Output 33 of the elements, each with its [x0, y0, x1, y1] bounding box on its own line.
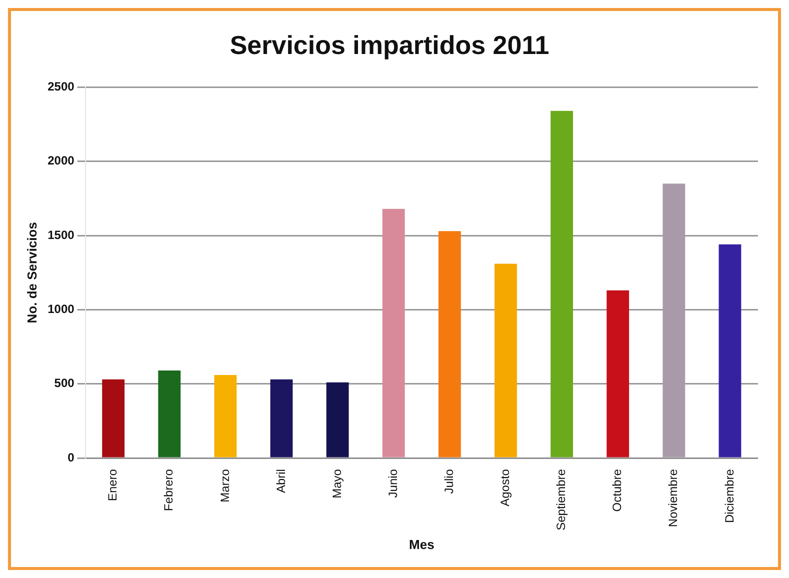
bar — [158, 370, 181, 458]
x-tick-label: Octubre — [610, 468, 624, 512]
bar — [662, 184, 686, 458]
x-tick-label: Noviembre — [666, 468, 680, 528]
y-axis-title: No. de Servicios — [24, 222, 40, 324]
x-tick-label: Junio — [386, 468, 400, 498]
bar — [438, 231, 461, 458]
y-tick-label: 500 — [54, 376, 75, 390]
bar — [494, 264, 517, 458]
bar — [214, 374, 237, 458]
y-tick-label: 2000 — [48, 154, 75, 168]
bar — [606, 290, 630, 458]
chart-title: Servicios impartidos 2011 — [230, 30, 550, 60]
x-axis-title: Mes — [409, 536, 434, 552]
bar — [550, 110, 574, 458]
y-tick-label: 1000 — [48, 302, 75, 316]
bar — [326, 382, 349, 458]
x-tick-label: Agosto — [498, 468, 512, 506]
bar — [382, 208, 405, 458]
x-tick-label: Mayo — [330, 468, 344, 498]
x-tick-label: Septiembre — [554, 468, 568, 530]
x-tick-label: Enero — [106, 468, 120, 502]
x-tick-label: Abril — [274, 469, 288, 494]
bar — [718, 244, 742, 458]
x-tick-label: Marzo — [218, 468, 232, 502]
y-tick-label: 2500 — [48, 80, 75, 94]
bar — [102, 379, 125, 458]
bar — [270, 379, 293, 458]
y-tick-label: 0 — [68, 450, 75, 464]
x-tick-label: Julio — [442, 468, 456, 494]
x-tick-label: Febrero — [162, 468, 176, 512]
x-tick-label: Diciembre — [722, 468, 736, 524]
y-tick-label: 1500 — [48, 228, 75, 242]
